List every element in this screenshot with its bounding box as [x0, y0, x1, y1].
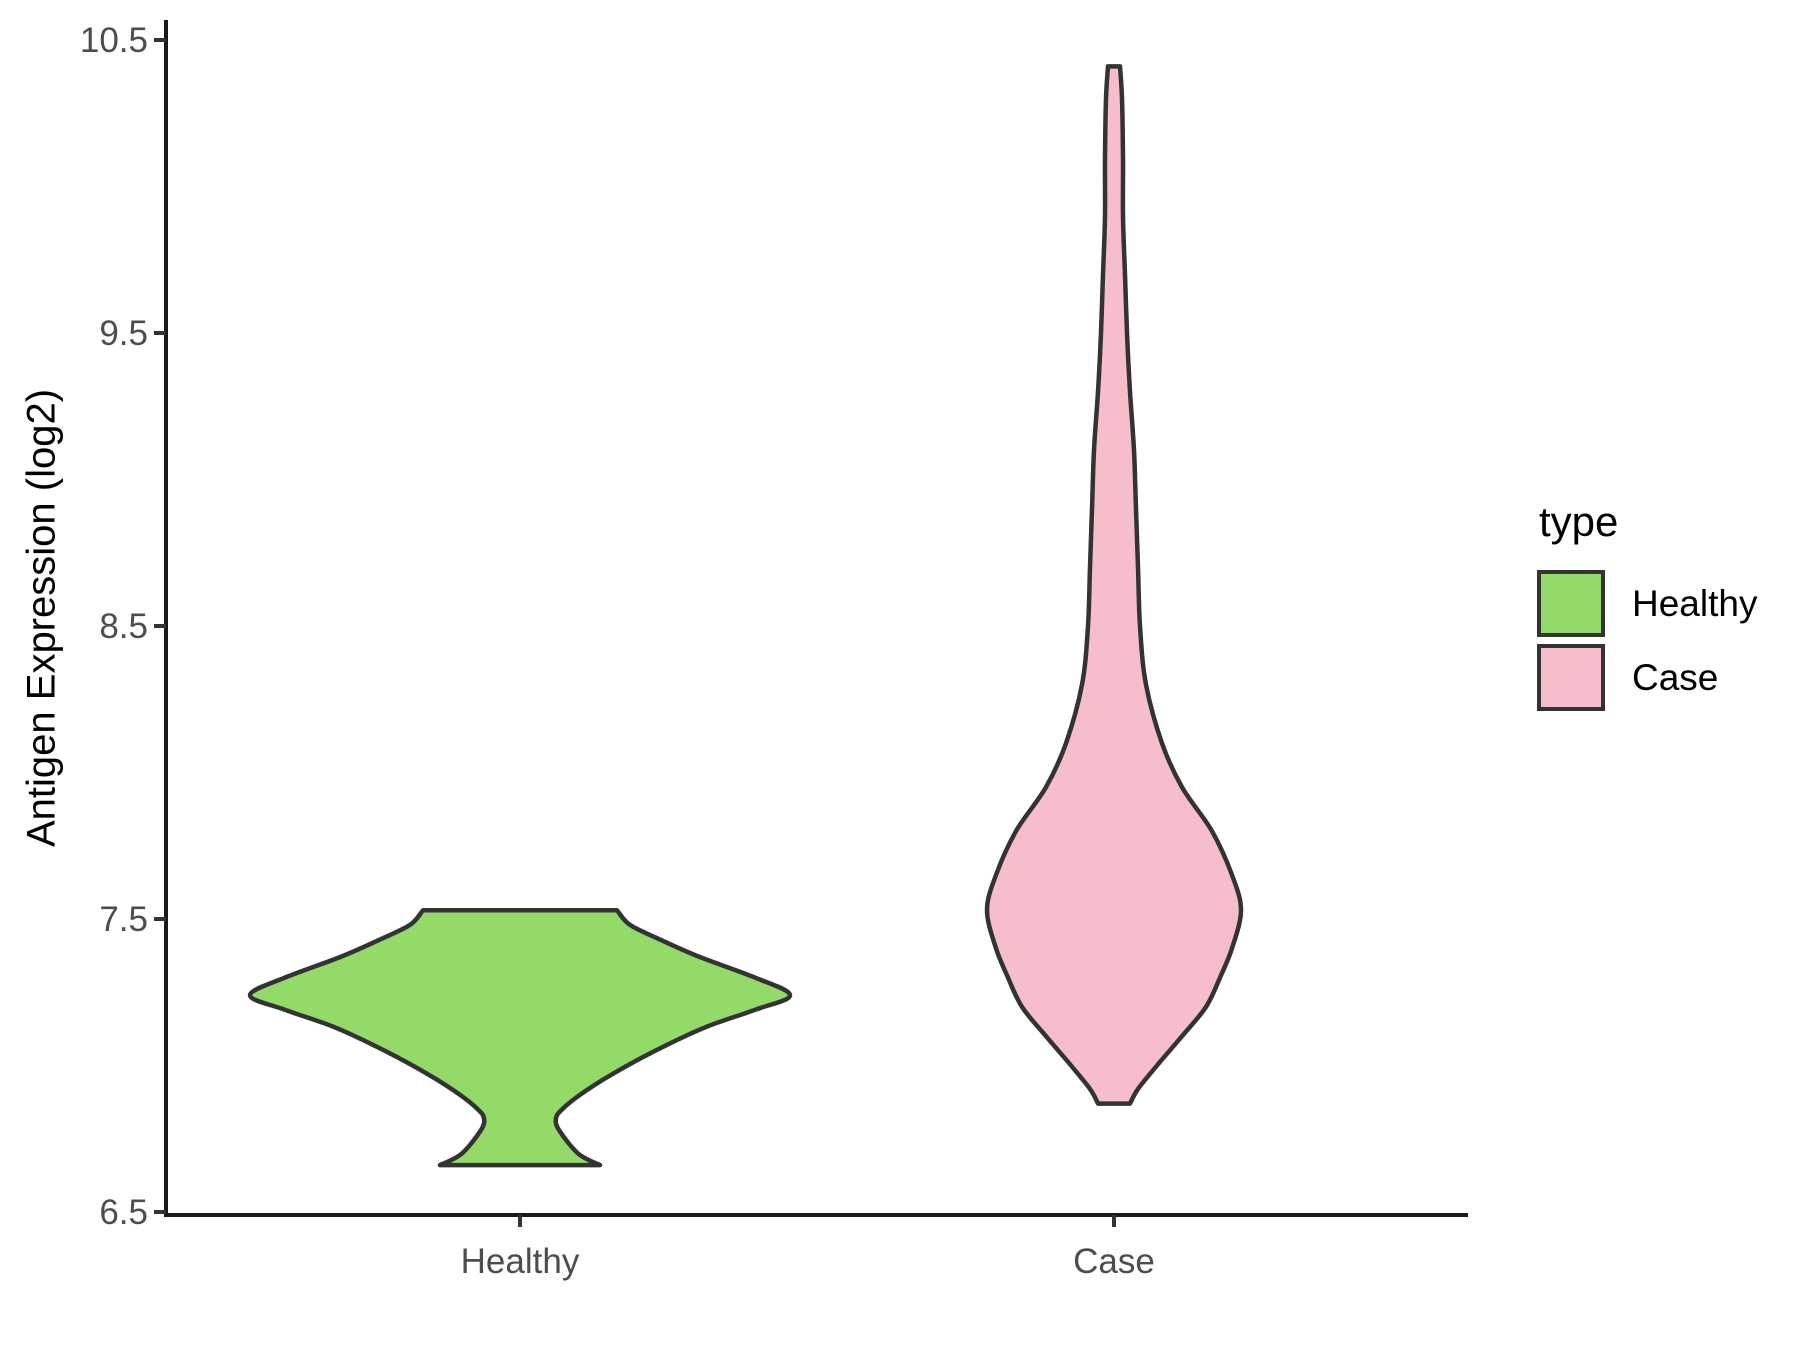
x-tick-label-case: Case — [1073, 1242, 1155, 1281]
legend-label-healthy: Healthy — [1632, 582, 1758, 624]
violin-healthy — [247, 907, 793, 1168]
y-tick-label: 8.5 — [99, 607, 148, 646]
legend: type Healthy Case — [1537, 498, 1757, 718]
legend-title: type — [1539, 498, 1619, 545]
tick-labels-layer: 6.5 7.5 8.5 9.5 10.5 Healthy Case — [80, 21, 1155, 1281]
y-axis-title: Antigen Expression (log2) — [19, 388, 64, 848]
legend-item-case: Case — [1537, 644, 1757, 711]
y-tick-label: 7.5 — [99, 900, 148, 939]
y-tick-label: 10.5 — [80, 21, 148, 60]
violins-layer — [247, 64, 1244, 1168]
legend-item-healthy: Healthy — [1537, 570, 1757, 637]
violin-case — [984, 64, 1244, 1106]
legend-label-case: Case — [1632, 656, 1719, 698]
x-tick-label-healthy: Healthy — [461, 1242, 580, 1281]
y-tick-label: 9.5 — [99, 314, 148, 353]
axes-layer — [154, 20, 1468, 1227]
y-tick-label: 6.5 — [99, 1193, 148, 1232]
legend-swatch-case — [1537, 644, 1605, 711]
legend-swatch-healthy — [1537, 570, 1605, 637]
